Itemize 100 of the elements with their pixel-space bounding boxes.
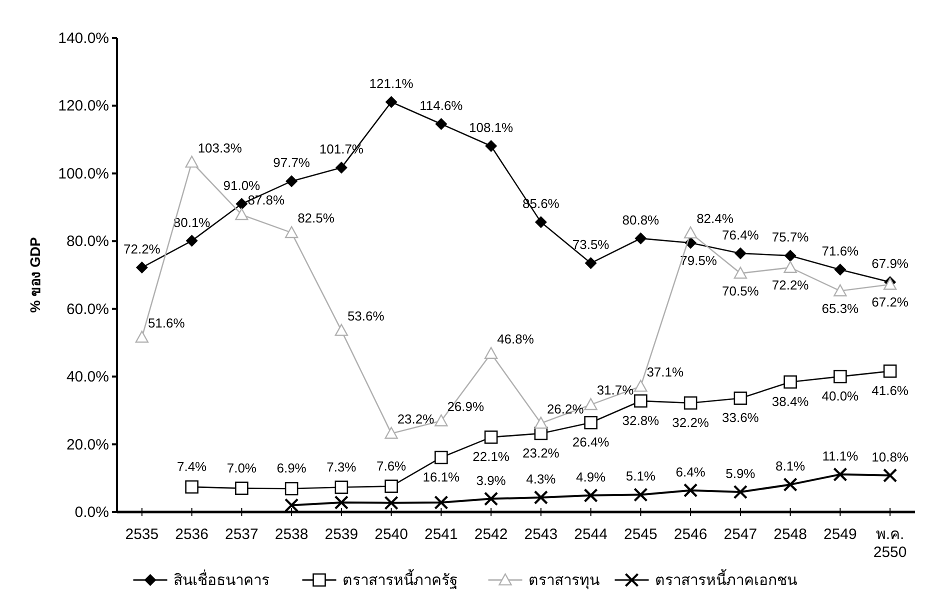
point: [434, 414, 448, 426]
data-label: 38.4%: [772, 394, 810, 409]
point: [784, 250, 796, 262]
point: [485, 140, 498, 152]
x-tick-label: 2546: [674, 526, 708, 543]
point: [634, 232, 647, 244]
data-label: 8.1%: [775, 458, 806, 474]
data-label: 32.8%: [622, 412, 660, 428]
point: [334, 495, 349, 510]
point: [584, 488, 598, 503]
data-label: 26.2%: [546, 401, 584, 416]
point: [136, 262, 148, 274]
data-label: 71.6%: [822, 244, 860, 259]
x-tick-label: 2540: [374, 526, 408, 543]
data-label: 16.1%: [422, 469, 460, 484]
point: [435, 118, 448, 130]
point: [584, 416, 598, 430]
point: [683, 483, 698, 498]
data-label: 65.3%: [822, 300, 860, 316]
point: [434, 450, 448, 464]
point: [185, 480, 198, 494]
point: [236, 198, 248, 210]
data-label: 46.8%: [497, 332, 534, 347]
data-label: 73.5%: [572, 237, 610, 252]
point: [834, 284, 847, 296]
point: [634, 488, 648, 502]
data-label: 80.8%: [622, 212, 660, 228]
point: [284, 498, 299, 512]
x-tick-label: 2542: [474, 526, 508, 543]
point: [684, 396, 698, 410]
point: [584, 257, 597, 270]
point: [384, 426, 398, 439]
point: [284, 226, 298, 238]
data-label: 7.0%: [226, 460, 257, 476]
point: [385, 96, 398, 108]
point: [334, 480, 348, 494]
data-label: 23.2%: [397, 411, 435, 426]
x-tick-label: 2545: [624, 526, 658, 543]
point: [384, 480, 398, 493]
point: [833, 467, 848, 482]
x-tick-label: พ.ค. 2550: [873, 526, 907, 561]
point: [235, 208, 248, 220]
data-label: 70.5%: [722, 283, 760, 298]
x-tick-label: 2535: [125, 526, 159, 543]
point: [634, 380, 648, 392]
data-label: 32.2%: [672, 414, 710, 430]
data-label: 26.4%: [572, 434, 610, 450]
data-label: 4.3%: [526, 471, 556, 486]
x-tick-label: 2548: [774, 526, 807, 543]
x-tick-label: 2536: [175, 526, 208, 543]
data-label: 82.5%: [298, 210, 335, 226]
legend-label: ตราสารทุน: [528, 572, 600, 590]
point: [784, 375, 797, 389]
point: [235, 482, 248, 495]
x-tick-label: 2549: [824, 526, 857, 543]
legend-label: ตราสารหนี้ภาคเอกชน: [654, 569, 797, 589]
point: [784, 260, 797, 273]
data-label: 7.6%: [376, 458, 407, 474]
data-label: 82.4%: [696, 211, 734, 226]
point: [484, 492, 498, 506]
point: [584, 398, 598, 410]
data-label: 11.1%: [822, 448, 859, 464]
y-tick-label: 100.0%: [58, 165, 109, 182]
x-tick-label: 2543: [524, 526, 558, 543]
x-tick-label: 2537: [225, 526, 258, 543]
data-label: 121.1%: [369, 76, 414, 91]
point: [534, 416, 548, 429]
data-label: 97.7%: [273, 155, 310, 170]
data-label: 53.6%: [347, 308, 385, 324]
data-label: 114.6%: [420, 98, 464, 113]
point: [335, 162, 348, 174]
point: [334, 324, 348, 336]
legend-label: ตราสารหนี้ภาครัฐ: [342, 569, 458, 589]
point: [734, 266, 748, 279]
point: [284, 482, 298, 496]
data-label: 41.6%: [872, 383, 909, 398]
data-label: 4.9%: [576, 469, 606, 484]
data-label: 31.7%: [596, 382, 634, 398]
data-label: 75.7%: [772, 230, 810, 245]
point: [684, 226, 698, 238]
point: [882, 468, 898, 483]
point: [733, 484, 748, 500]
point: [534, 216, 547, 228]
data-label: 6.4%: [676, 464, 706, 480]
point: [734, 392, 748, 405]
y-tick-label: 120.0%: [58, 98, 109, 115]
x-tick-label: 2544: [574, 526, 608, 543]
data-label: 7.3%: [326, 459, 357, 474]
data-label: 67.9%: [872, 256, 909, 272]
point: [834, 370, 847, 384]
data-label: 26.9%: [447, 398, 484, 414]
data-label: 51.6%: [148, 315, 186, 330]
data-label: 37.1%: [646, 364, 684, 380]
data-label: 22.1%: [472, 449, 510, 464]
point: [384, 496, 398, 510]
y-tick-label: 140.0%: [58, 30, 109, 47]
point: [834, 264, 846, 276]
x-tick-label: 2541: [424, 526, 458, 543]
data-label: 103.3%: [198, 140, 242, 156]
point: [286, 175, 298, 188]
